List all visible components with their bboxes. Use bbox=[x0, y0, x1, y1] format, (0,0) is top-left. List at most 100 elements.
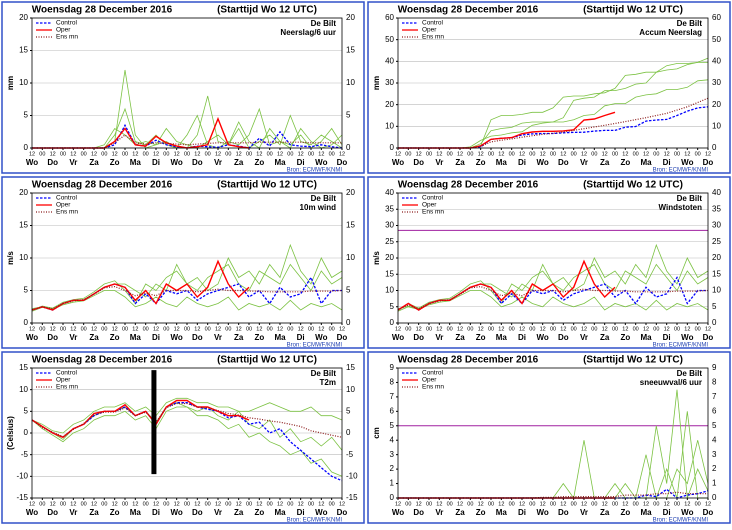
panel-subtitle: (Starttijd Wo 12 UTC) bbox=[583, 355, 683, 366]
x-tick-label: 00 bbox=[267, 151, 273, 157]
source: Bron: ECMWF/KNMI bbox=[653, 343, 709, 349]
x-tick-label: 12 bbox=[560, 151, 566, 157]
x-tick-label: 12 bbox=[29, 326, 35, 332]
variable: sneeuwval/6 uur bbox=[640, 378, 702, 387]
panel-subtitle: (Starttijd Wo 12 UTC) bbox=[583, 180, 683, 191]
y2-tick-label: 0 bbox=[346, 318, 351, 327]
location: De Bilt bbox=[311, 19, 337, 28]
y2-tick-label: 0 bbox=[712, 318, 717, 327]
day-label: Za bbox=[600, 158, 610, 167]
x-tick-label: 00 bbox=[39, 326, 45, 332]
source: Bron: ECMWF/KNMI bbox=[287, 168, 343, 174]
legend-label: Ens mn bbox=[422, 34, 444, 41]
x-tick-label: 12 bbox=[70, 501, 76, 507]
x-tick-label: 00 bbox=[184, 151, 190, 157]
panel-frame bbox=[367, 1, 731, 174]
series-line bbox=[397, 259, 616, 311]
plot-frame bbox=[397, 367, 709, 499]
location: De Bilt bbox=[311, 194, 337, 203]
y-tick-label: 35 bbox=[385, 204, 394, 213]
y-tick-label: 30 bbox=[385, 221, 394, 230]
y2-tick-label: 5 bbox=[712, 421, 717, 430]
y-axis-label: m/s bbox=[372, 251, 381, 265]
y-tick-label: 20 bbox=[19, 188, 28, 197]
panel-subtitle: (Starttijd Wo 12 UTC) bbox=[217, 5, 317, 16]
x-tick-label: 12 bbox=[602, 326, 608, 332]
day-label: Zo bbox=[620, 508, 630, 517]
day-label: Zo bbox=[110, 508, 120, 517]
x-tick-label: 00 bbox=[467, 151, 473, 157]
day-label: Zo bbox=[254, 508, 264, 517]
x-tick-label: 12 bbox=[643, 151, 649, 157]
x-tick-label: 00 bbox=[308, 326, 314, 332]
y-tick-label: 20 bbox=[19, 13, 28, 22]
y2-tick-label: 10 bbox=[346, 253, 355, 262]
x-tick-label: 12 bbox=[50, 326, 56, 332]
day-label: Wo bbox=[681, 158, 693, 167]
x-tick-label: 12 bbox=[132, 151, 138, 157]
day-label: Wo bbox=[171, 508, 183, 517]
day-label: Do bbox=[47, 158, 58, 167]
day-label: Ma bbox=[496, 158, 508, 167]
x-tick-label: 12 bbox=[457, 151, 463, 157]
x-tick-label: 12 bbox=[622, 326, 628, 332]
x-tick-label: 00 bbox=[143, 151, 149, 157]
y-tick-label: 10 bbox=[385, 286, 394, 295]
x-tick-label: 12 bbox=[256, 501, 262, 507]
member-line bbox=[398, 57, 709, 149]
x-tick-label: 12 bbox=[457, 326, 463, 332]
y2-tick-label: 9 bbox=[712, 363, 717, 372]
x-tick-label: 12 bbox=[498, 501, 504, 507]
x-tick-label: 12 bbox=[339, 326, 345, 332]
x-tick-label: 00 bbox=[467, 326, 473, 332]
x-tick-label: 00 bbox=[184, 326, 190, 332]
x-tick-label: 00 bbox=[287, 326, 293, 332]
y-axis-label: mm bbox=[372, 76, 381, 90]
plot-frame bbox=[397, 192, 709, 324]
x-tick-label: 12 bbox=[298, 326, 304, 332]
y2-tick-label: 0 bbox=[712, 493, 717, 502]
x-tick-label: 00 bbox=[612, 326, 618, 332]
x-tick-label: 00 bbox=[39, 151, 45, 157]
x-tick-label: 12 bbox=[705, 326, 711, 332]
y-tick-label: 0 bbox=[24, 318, 29, 327]
x-tick-label: 12 bbox=[560, 326, 566, 332]
x-tick-label: 00 bbox=[267, 501, 273, 507]
day-label: Vr bbox=[580, 158, 588, 167]
x-tick-label: 00 bbox=[329, 151, 335, 157]
x-tick-label: 00 bbox=[101, 501, 107, 507]
x-tick-label: 00 bbox=[591, 151, 597, 157]
y2-tick-label: 35 bbox=[712, 204, 721, 213]
source: Bron: ECMWF/KNMI bbox=[287, 343, 343, 349]
day-label: Do bbox=[703, 333, 714, 342]
day-label: Zo bbox=[254, 333, 264, 342]
x-tick-label: 00 bbox=[122, 151, 128, 157]
day-label: Vr bbox=[69, 158, 77, 167]
y2-tick-label: 15 bbox=[346, 221, 355, 230]
x-tick-label: 00 bbox=[308, 151, 314, 157]
y2-tick-label: -5 bbox=[346, 450, 354, 459]
plot-frame bbox=[31, 17, 343, 149]
x-tick-label: 12 bbox=[395, 501, 401, 507]
legend-label: Control bbox=[56, 370, 78, 377]
y-axis-label: (Celsius) bbox=[6, 416, 15, 450]
x-tick-label: 12 bbox=[236, 151, 242, 157]
panel-frame bbox=[367, 351, 731, 524]
legend-label: Control bbox=[422, 195, 444, 202]
y-tick-label: 15 bbox=[19, 363, 28, 372]
y2-tick-label: 20 bbox=[346, 13, 355, 22]
day-label: Wo bbox=[537, 158, 549, 167]
y2-tick-label: 0 bbox=[346, 428, 351, 437]
panel-frame bbox=[1, 176, 365, 349]
y2-tick-label: 10 bbox=[346, 385, 355, 394]
x-tick-label: 12 bbox=[498, 151, 504, 157]
x-tick-label: 12 bbox=[277, 501, 283, 507]
y-tick-label: 10 bbox=[19, 253, 28, 262]
x-tick-label: 00 bbox=[633, 151, 639, 157]
plot-frame bbox=[31, 192, 343, 324]
x-tick-label: 00 bbox=[529, 151, 535, 157]
x-tick-label: 00 bbox=[509, 501, 515, 507]
day-label: Za bbox=[89, 158, 99, 167]
y-tick-label: 0 bbox=[390, 318, 395, 327]
